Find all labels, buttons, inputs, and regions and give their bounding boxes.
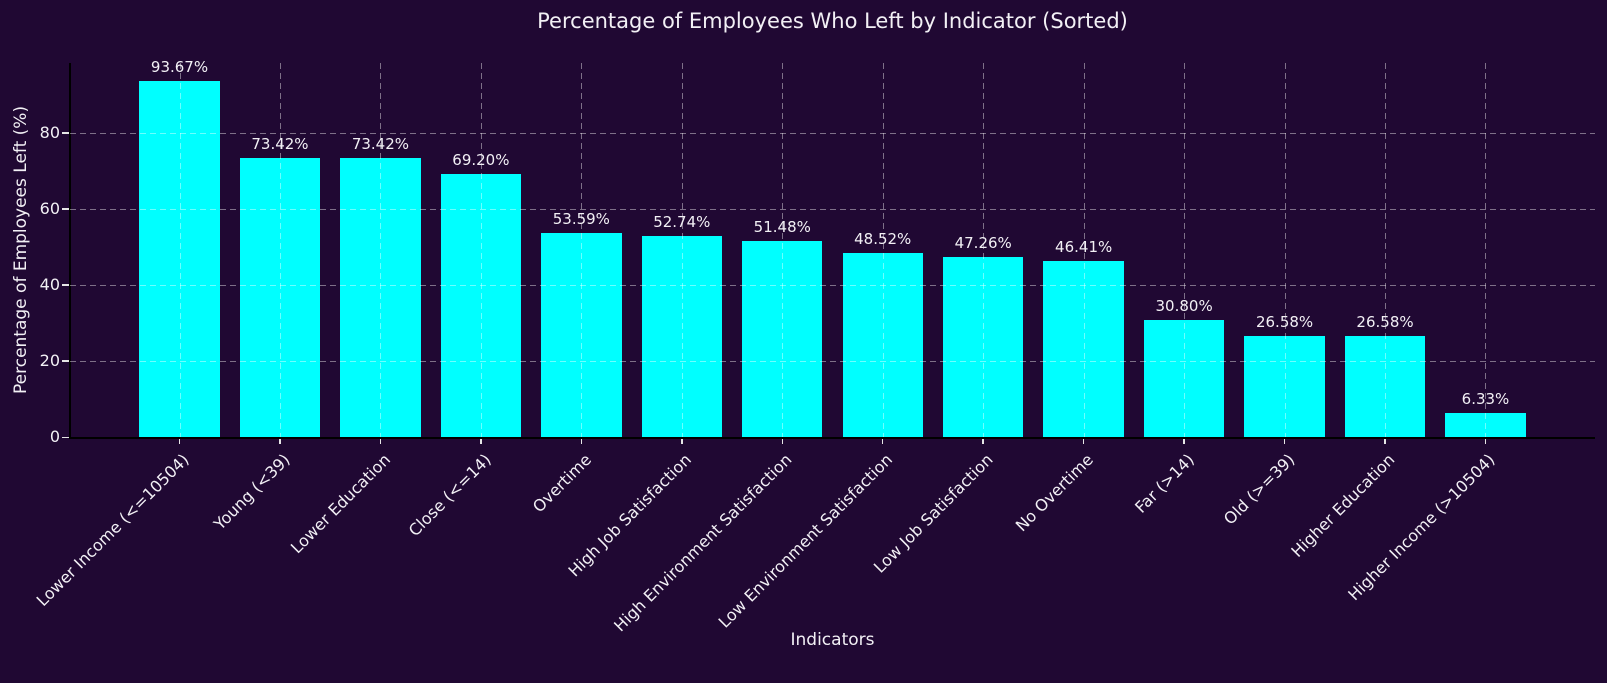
bar <box>541 233 622 437</box>
bar <box>239 157 321 437</box>
bar-value-label: 6.33% <box>1461 389 1510 408</box>
bar-value-label: 47.26% <box>954 234 1012 253</box>
y-tick-mark <box>62 360 69 362</box>
x-tick-label: Lower Education <box>286 450 394 558</box>
y-tick-label: 80 <box>39 122 60 142</box>
bar <box>1445 412 1526 437</box>
x-tick-label: Low Environment Satisfaction <box>714 450 897 632</box>
x-tick-mark <box>881 439 884 444</box>
x-gridline <box>882 63 884 437</box>
bar <box>1143 319 1225 437</box>
x-tick-mark <box>1484 439 1487 444</box>
x-gridline <box>782 63 784 437</box>
bar-value-label: 53.59% <box>552 210 610 229</box>
x-axis-label: Indicators <box>790 630 875 650</box>
bar-value-label: 46.41% <box>1055 237 1113 256</box>
x-tick-label: No Overtime <box>1011 450 1098 536</box>
bar-value-label: 52.74% <box>653 213 711 232</box>
x-gridline <box>279 63 281 437</box>
x-gridline <box>380 63 382 437</box>
x-tick-mark <box>1082 439 1085 444</box>
x-gridline <box>983 63 985 437</box>
x-tick-mark <box>781 439 784 444</box>
x-tick-mark <box>1183 439 1185 444</box>
y-tick-label: 40 <box>39 274 60 294</box>
y-tick-mark <box>62 132 69 134</box>
y-axis-label: Percentage of Employees Left (%) <box>11 105 31 395</box>
x-tick-mark <box>580 439 583 444</box>
x-gridline <box>581 63 583 437</box>
bar <box>1244 335 1325 437</box>
x-tick-label: Old (>=39) <box>1219 450 1299 529</box>
bar-value-label: 51.48% <box>753 218 811 237</box>
x-tick-label: Lower Income (<=10504) <box>33 450 193 610</box>
bar-value-label: 73.42% <box>251 134 309 153</box>
x-tick-label: Young (<39) <box>209 450 294 534</box>
chart-title: Percentage of Employees Who Left by Indi… <box>537 9 1128 33</box>
x-gridline <box>1284 63 1286 437</box>
x-tick-label: High Environment Satisfaction <box>610 450 796 636</box>
x-tick-mark <box>279 439 281 444</box>
bar <box>440 173 522 437</box>
y-tick-label: 60 <box>39 198 60 218</box>
y-tick-mark <box>62 436 69 438</box>
x-axis-spine <box>69 437 1595 439</box>
bar <box>842 252 923 437</box>
y-gridline <box>70 208 1595 210</box>
bar <box>742 241 823 437</box>
x-gridline <box>681 63 683 437</box>
y-gridline <box>70 360 1595 362</box>
y-axis-spine <box>69 63 71 438</box>
bar-value-label: 30.80% <box>1155 296 1213 315</box>
y-gridline <box>70 132 1595 134</box>
x-gridline <box>1385 63 1387 437</box>
y-tick-label: 0 <box>49 427 60 446</box>
x-tick-mark <box>681 439 683 444</box>
bar-value-label: 69.20% <box>452 150 510 169</box>
y-tick-mark <box>62 284 69 286</box>
x-tick-label: Higher Education <box>1287 450 1399 561</box>
bar-value-label: 73.42% <box>351 134 410 153</box>
x-tick-mark <box>982 439 984 444</box>
x-tick-mark <box>480 439 482 444</box>
bar <box>1043 260 1124 437</box>
x-tick-mark <box>1384 439 1386 444</box>
x-gridline <box>179 63 181 437</box>
x-tick-label: Overtime <box>528 450 595 517</box>
bar <box>340 157 421 437</box>
bar-value-label: 26.58% <box>1255 312 1314 331</box>
x-tick-mark <box>1283 439 1286 444</box>
y-tick-mark <box>62 208 69 210</box>
x-gridline <box>1083 63 1085 437</box>
bar <box>1344 335 1426 437</box>
bar <box>943 257 1024 437</box>
x-gridline <box>1184 63 1186 437</box>
bar-value-label: 48.52% <box>854 229 912 248</box>
bar-value-label: 26.58% <box>1356 312 1414 331</box>
x-gridline <box>1485 63 1487 437</box>
bar-value-label: 93.67% <box>150 57 209 76</box>
x-tick-mark <box>178 439 181 444</box>
x-tick-mark <box>379 439 382 444</box>
y-tick-label: 20 <box>39 350 60 370</box>
plot-area: 93.67% 73.42% 73.42% 69.20% 53.59% 52.74% 51.4… <box>70 58 1595 437</box>
bar <box>641 236 722 437</box>
bar <box>139 80 220 437</box>
x-tick-label: Far (>14) <box>1130 450 1198 517</box>
x-gridline <box>480 63 482 437</box>
y-gridline <box>70 284 1595 286</box>
x-tick-label: Close (<=14) <box>404 450 495 541</box>
